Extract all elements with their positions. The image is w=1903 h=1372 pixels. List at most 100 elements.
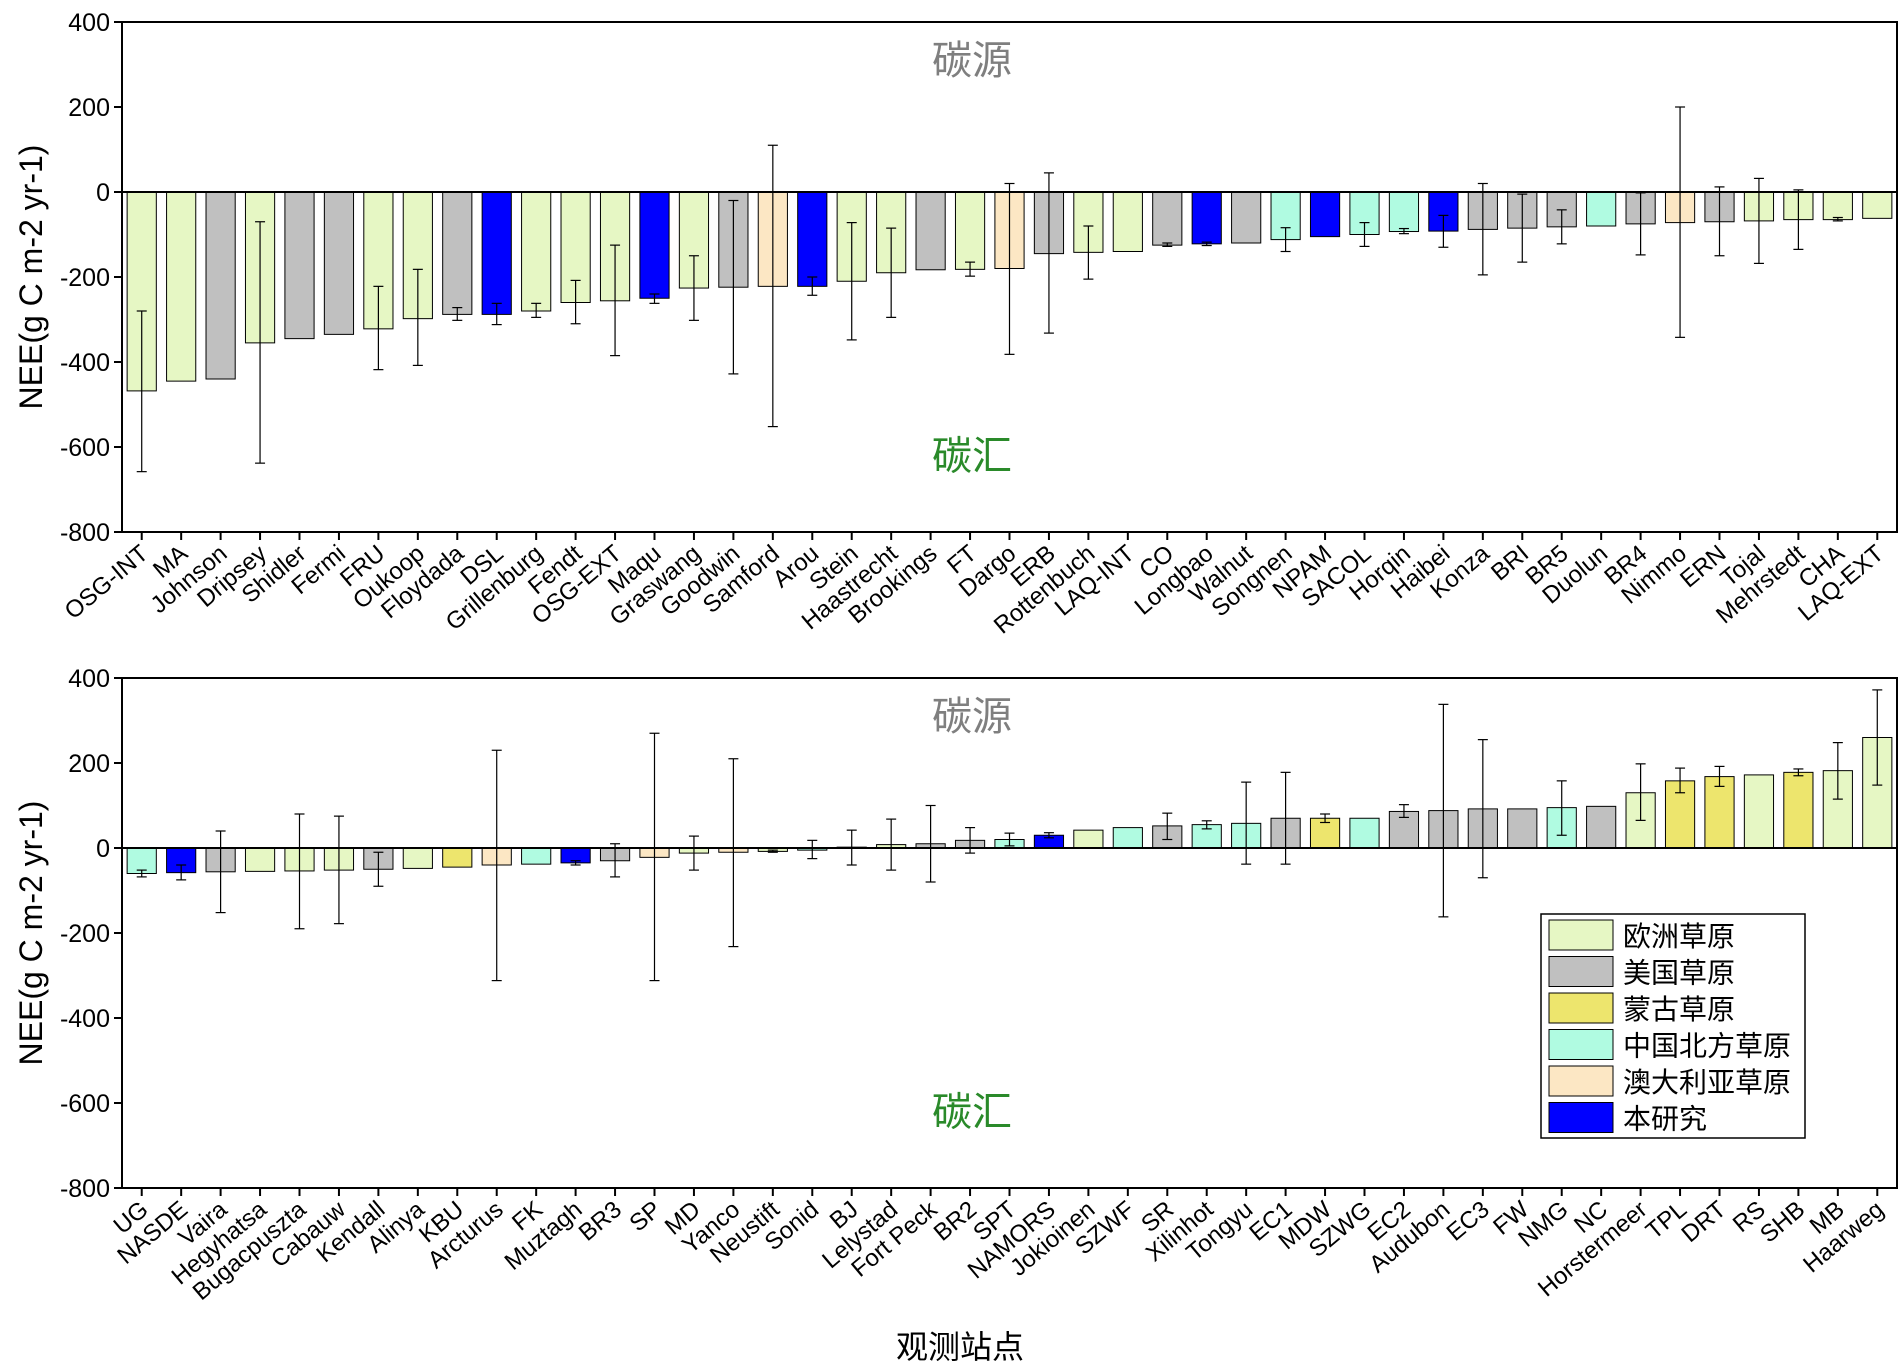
- bar: [1507, 808, 1538, 849]
- error-bar: [1635, 763, 1646, 821]
- legend-entry: 美国草原: [1623, 957, 1735, 990]
- error-bar: [452, 307, 463, 321]
- bar: [1586, 191, 1617, 227]
- error-bar: [1162, 812, 1173, 841]
- bar: [1783, 771, 1814, 849]
- bar: [1112, 827, 1143, 849]
- bar: [1112, 191, 1143, 252]
- legend-entry: 澳大利亚草原: [1623, 1066, 1791, 1099]
- bar: [442, 191, 473, 315]
- legend-entry: 本研究: [1623, 1103, 1707, 1136]
- error-bar: [1398, 804, 1409, 819]
- error-bar: [333, 815, 344, 925]
- error-bar: [1438, 703, 1449, 918]
- bar: [521, 847, 552, 865]
- legend-entry: 蒙古草原: [1623, 993, 1735, 1026]
- error-bar: [1241, 781, 1252, 865]
- error-bar: [1714, 186, 1725, 257]
- bar: [1231, 191, 1262, 244]
- error-bar: [570, 860, 581, 866]
- legend-box: [1540, 913, 1806, 1139]
- error-bar: [1793, 189, 1804, 250]
- bar: [284, 191, 315, 340]
- error-bar: [373, 851, 384, 887]
- bar: [442, 847, 473, 868]
- panel-top: 400 200 0 -200 -400 -600 -800 NEE(g C m-2 yr-1)…: [13, 9, 1898, 640]
- x-tick-label: Haarweg: [1798, 1196, 1889, 1278]
- bar: [166, 191, 197, 382]
- x-tick-label: Muztagh: [500, 1196, 588, 1276]
- bar: [1388, 191, 1420, 233]
- bar: [205, 191, 236, 380]
- error-bar: [1517, 193, 1528, 263]
- source-annotation: 碳源: [932, 694, 1012, 740]
- bar: [1743, 774, 1775, 849]
- legend-swatch: [1548, 992, 1614, 1024]
- error-bar: [1201, 820, 1212, 830]
- bar: [1152, 191, 1183, 246]
- bar: [244, 847, 276, 872]
- y-tick-label: 400: [68, 665, 110, 693]
- error-bar: [807, 276, 818, 296]
- error-bar: [1438, 214, 1449, 248]
- y-tick-label: 200: [68, 94, 110, 122]
- legend-entry: 中国北方草原: [1623, 1030, 1791, 1063]
- x-tick-label: SP: [624, 1196, 666, 1237]
- error-bar: [1398, 227, 1409, 235]
- legend-swatch: [1548, 1102, 1614, 1133]
- y-tick-label: 200: [68, 750, 110, 778]
- error-bar: [412, 268, 423, 366]
- error-bar: [136, 310, 147, 473]
- error-bar: [176, 864, 187, 881]
- error-bar: [688, 835, 699, 871]
- y-tick-label: -600: [60, 434, 110, 462]
- error-bar: [1280, 227, 1291, 253]
- x-axis-label: 观测站点: [896, 1328, 1024, 1366]
- error-bar: [1556, 780, 1567, 836]
- bar: [1586, 805, 1617, 849]
- x-tick-label: EC3: [1442, 1196, 1495, 1247]
- y-tick-label: 400: [68, 9, 110, 37]
- error-bar: [1083, 225, 1094, 280]
- bar: [1704, 776, 1735, 849]
- x-tick-label: BR3: [574, 1196, 627, 1247]
- bar: [1309, 191, 1341, 238]
- x-tick-label: DRT: [1677, 1196, 1732, 1248]
- bar: [1309, 817, 1341, 849]
- y-tick-label: -400: [60, 1005, 110, 1033]
- error-bar: [1832, 216, 1843, 222]
- error-bar: [294, 813, 305, 930]
- bar: [954, 191, 986, 270]
- error-bar: [491, 749, 502, 982]
- y-tick-label: -400: [60, 349, 110, 377]
- x-tick-label: OSG-INT: [60, 540, 154, 625]
- y-tick-label: -200: [60, 920, 110, 948]
- error-bar: [807, 839, 818, 860]
- bar: [1822, 191, 1853, 221]
- error-bar: [215, 830, 226, 914]
- bar: [126, 847, 157, 874]
- error-bar: [1043, 832, 1054, 839]
- error-bar: [1714, 765, 1725, 787]
- bar: [323, 191, 355, 335]
- error-bar: [1043, 172, 1054, 334]
- legend-swatch: [1548, 919, 1614, 951]
- y-tick-label: 0: [96, 179, 110, 207]
- error-bar: [255, 221, 266, 464]
- legend-swatch: [1548, 1029, 1614, 1060]
- error-bar: [1359, 222, 1370, 247]
- bar: [1349, 817, 1380, 849]
- sink-annotation: 碳汇: [932, 1090, 1012, 1136]
- error-bar: [1477, 182, 1488, 276]
- error-bar: [728, 758, 739, 948]
- y-tick-label: -800: [60, 1175, 110, 1203]
- x-tick-label: SHB: [1755, 1196, 1810, 1248]
- error-bar: [610, 244, 621, 357]
- error-bar: [1004, 182, 1015, 355]
- error-bar: [886, 227, 897, 318]
- y-tick-label: -200: [60, 264, 110, 292]
- legend-swatch: [1548, 1065, 1614, 1097]
- error-bar: [1004, 832, 1015, 847]
- error-bar: [531, 302, 542, 318]
- source-annotation: 碳源: [932, 38, 1012, 84]
